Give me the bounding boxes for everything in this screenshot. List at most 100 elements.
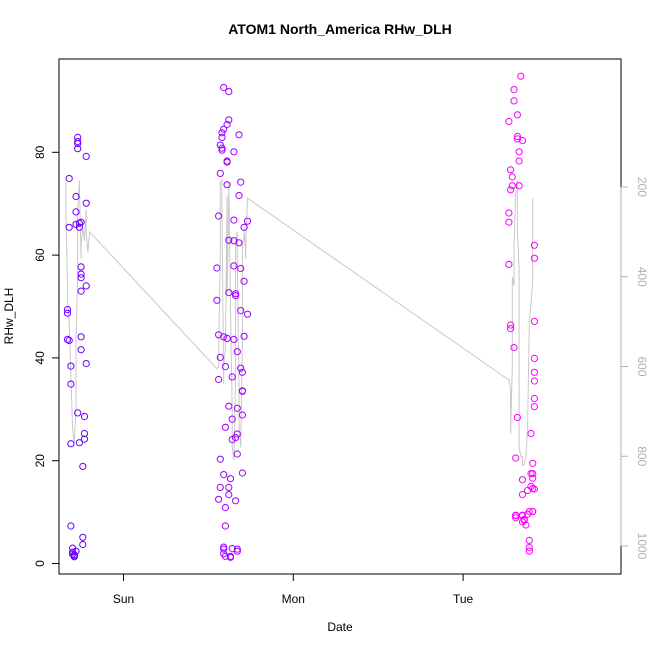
data-point (220, 333, 228, 341)
data-point (75, 219, 84, 227)
y-tick-label: 80 (33, 145, 47, 159)
data-point (237, 364, 245, 372)
data-point (63, 306, 72, 314)
right-tick-label: 200 (635, 177, 649, 197)
data-point (518, 491, 527, 499)
data-point (228, 373, 236, 381)
data-point (232, 497, 240, 505)
data-point (505, 218, 513, 226)
data-point (225, 236, 233, 244)
plot-area (58, 58, 622, 575)
data-point (63, 309, 72, 317)
data-point (529, 474, 537, 482)
data-point (240, 332, 248, 340)
data-point (215, 495, 223, 503)
data-point (232, 292, 240, 300)
data-point (82, 199, 90, 207)
data-point (218, 133, 226, 141)
plot-frame (58, 58, 622, 575)
data-point (237, 264, 245, 273)
data-point (238, 469, 246, 477)
pressure-line (65, 178, 534, 466)
data-point (512, 454, 520, 462)
data-point (221, 522, 229, 530)
data-point (223, 181, 231, 189)
data-point (233, 547, 241, 555)
y-tick-label: 60 (33, 248, 47, 262)
data-point (70, 551, 78, 559)
data-point (515, 148, 523, 156)
data-point (65, 223, 73, 231)
data-point (513, 135, 522, 143)
data-point (235, 239, 243, 247)
data-point (80, 435, 89, 443)
data-point (233, 450, 241, 458)
y-tick-label: 20 (33, 454, 47, 468)
data-point (235, 131, 243, 139)
data-point (240, 277, 248, 285)
data-point (243, 310, 252, 318)
chart-title: ATOM1 North_America RHw_DLH (228, 21, 452, 37)
data-point (72, 547, 80, 555)
data-point (238, 368, 246, 376)
data-point (67, 522, 75, 530)
data-point (507, 186, 515, 194)
right-tick-label: 400 (635, 267, 649, 287)
data-point (79, 462, 87, 470)
data-point (65, 336, 73, 344)
data-point (215, 375, 223, 384)
data-point (530, 377, 539, 385)
data-point (505, 209, 513, 217)
data-point (233, 404, 241, 412)
data-point (243, 217, 252, 225)
data-point (220, 83, 228, 92)
right-tick-label: 800 (635, 446, 649, 466)
data-point (233, 348, 241, 356)
data-points-layer (63, 72, 539, 561)
x-tick-label: Sun (113, 592, 134, 606)
data-point (223, 334, 231, 342)
data-point (515, 182, 523, 190)
data-point (525, 544, 533, 552)
x-axis: Sun Mon Tue (113, 573, 474, 606)
data-point (213, 264, 221, 272)
data-point (218, 144, 226, 152)
data-point (221, 363, 229, 371)
pressure-line-layer (65, 178, 534, 466)
data-point (238, 411, 246, 419)
right-axis: 200 400 600 800 1000 (620, 177, 649, 560)
data-point (233, 430, 241, 438)
data-point (79, 540, 87, 549)
data-point (63, 335, 72, 343)
data-point (238, 387, 246, 395)
data-point (530, 241, 539, 249)
data-point (77, 274, 85, 282)
data-point (230, 216, 238, 224)
right-tick-label: 1000 (635, 533, 649, 560)
data-point (225, 88, 233, 96)
data-point (530, 403, 539, 411)
data-point (225, 289, 233, 297)
data-point (216, 353, 224, 361)
data-point (507, 325, 515, 333)
x-tick-label: Tue (453, 592, 474, 606)
data-point (530, 254, 539, 262)
data-point (226, 475, 235, 483)
data-point (513, 413, 522, 422)
data-point (507, 321, 515, 329)
data-point (530, 485, 539, 493)
data-point (67, 380, 75, 388)
data-point (232, 290, 240, 298)
data-point (237, 307, 245, 315)
data-point (75, 223, 84, 231)
right-tick-label: 600 (635, 356, 649, 376)
data-point (82, 152, 90, 160)
data-point (74, 145, 82, 153)
data-point (77, 218, 85, 226)
y-tick-label: 0 (33, 560, 47, 567)
data-point (221, 503, 229, 512)
data-point (518, 136, 527, 145)
data-point (230, 262, 238, 270)
data-point (226, 553, 235, 561)
data-point (80, 412, 89, 421)
